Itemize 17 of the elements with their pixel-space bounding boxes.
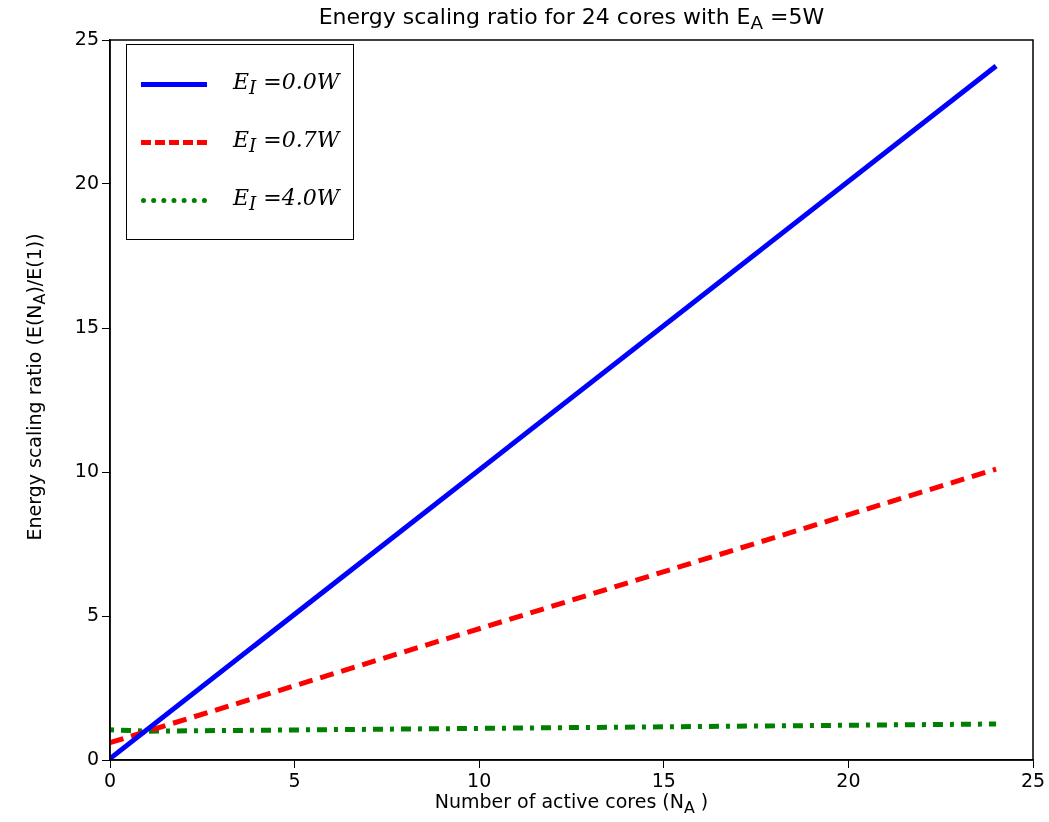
y-tick-label: 20 (74, 170, 99, 193)
legend-label: E$_{I}$ =0.0W (233, 69, 340, 99)
y-tick-label: 15 (74, 314, 99, 337)
y-tick-label: 5 (86, 602, 99, 625)
y-tick-label: 25 (74, 26, 99, 49)
x-tick-label: 0 (103, 769, 117, 792)
x-tick-label: 10 (467, 769, 492, 792)
legend-label: E$_{I}$ =4.0W (233, 185, 340, 215)
x-tick-label: 5 (288, 769, 301, 792)
y-tick-label: 0 (86, 746, 99, 769)
legend-label: E$_{I}$ =0.7W (233, 127, 340, 157)
chart-title: Energy scaling ratio for 24 cores with E$_{A}$ =5W (317, 4, 826, 34)
y-tick-label: 10 (74, 458, 99, 481)
x-tick-label: 15 (651, 769, 676, 792)
x-axis-title: Number of active cores (N$_{A}$ ) (433, 790, 710, 817)
x-tick-label: 20 (836, 769, 861, 792)
x-tick-label: 25 (1020, 769, 1046, 792)
